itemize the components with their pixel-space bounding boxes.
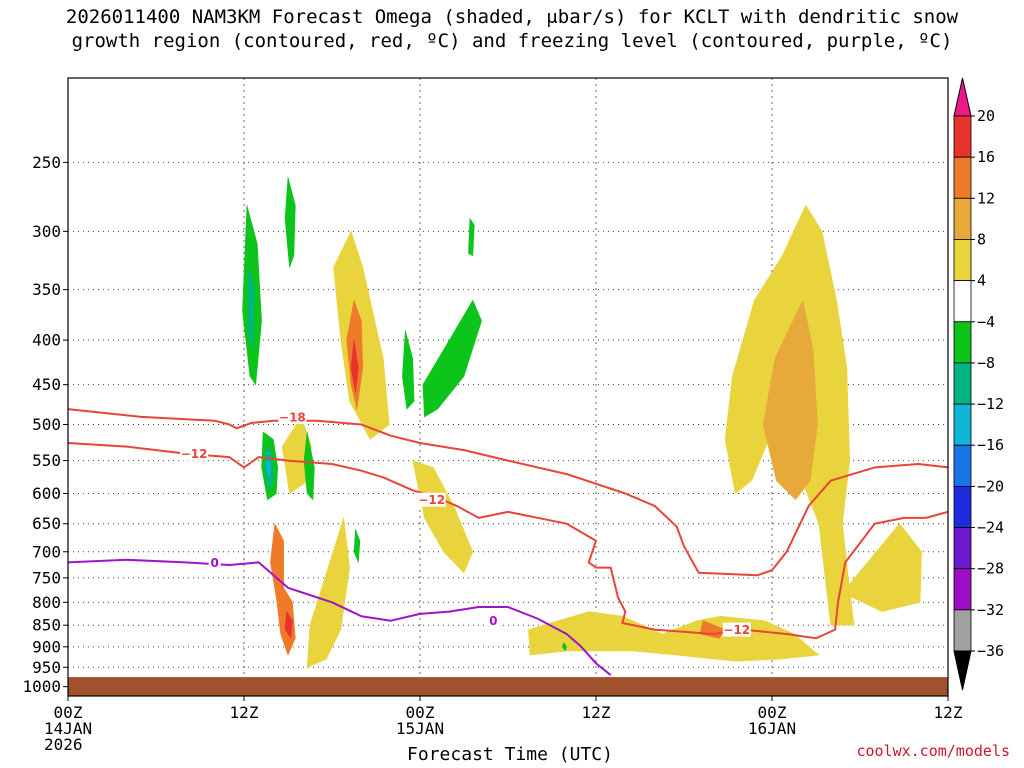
x-tick-label: 00Z <box>54 703 83 722</box>
colorbar-swatch <box>953 362 972 405</box>
omega-region <box>842 523 922 612</box>
y-tick-label: 500 <box>32 415 61 434</box>
colorbar-label: −32 <box>977 601 1004 619</box>
colorbar-label: 20 <box>977 107 995 125</box>
watermark: coolwx.com/models <box>856 742 1010 760</box>
colorbar-label: −12 <box>977 395 1004 413</box>
contour-line <box>68 408 948 577</box>
contour-label-bg <box>180 446 209 461</box>
y-tick-label: 950 <box>32 658 61 677</box>
colorbar-label: 16 <box>977 148 995 166</box>
colorbar-swatch <box>953 444 972 487</box>
contour-label: −12 <box>723 623 750 637</box>
colorbar-label: −20 <box>977 477 1004 495</box>
colorbar-top-arrow <box>953 77 972 117</box>
contour-label: 0 <box>210 556 218 570</box>
colorbar-swatch <box>953 321 972 364</box>
y-tick-label: 750 <box>32 568 61 587</box>
colorbar-label: −4 <box>977 313 995 331</box>
x-tick-label: 12Z <box>230 703 259 722</box>
x-tick-label: 00Z <box>406 703 435 722</box>
y-tick-label: 700 <box>32 542 61 561</box>
x-tick-label: 15JAN <box>396 719 444 738</box>
y-tick-label: 550 <box>32 451 61 470</box>
x-axis-title: Forecast Time (UTC) <box>407 744 613 765</box>
omega-region <box>412 460 474 574</box>
chart-title-line-2: growth region (contoured, red, ºC) and f… <box>71 30 953 52</box>
colorbar-swatch <box>953 527 972 570</box>
colorbar-label: 8 <box>977 230 986 248</box>
y-tick-label: 800 <box>32 593 61 612</box>
omega-region <box>422 299 482 418</box>
x-tick-label: 16JAN <box>748 719 796 738</box>
contour-label-bg <box>487 613 500 628</box>
y-tick-label: 600 <box>32 484 61 503</box>
y-tick-label: 400 <box>32 331 61 350</box>
chart-title-line-1: 2026011400 NAM3KM Forecast Omega (shaded… <box>65 6 959 28</box>
y-tick-label: 350 <box>32 280 61 299</box>
y-tick-label: 850 <box>32 616 61 635</box>
colorbar-bottom-arrow <box>953 650 972 691</box>
colorbar-label: −8 <box>977 354 995 372</box>
y-tick-label: 1000 <box>22 677 61 696</box>
contour-label: −12 <box>181 447 208 461</box>
colorbar-label: 4 <box>977 272 986 290</box>
omega-region <box>350 339 359 394</box>
colorbar: 20 16 12 8 4 −4 −8 −12 −16 −20 −24 −28 −32 −36 <box>953 77 1004 691</box>
omega-region <box>267 460 271 476</box>
omega-region <box>468 218 475 256</box>
omega-region <box>248 267 255 350</box>
y-tick-label: 250 <box>32 153 61 172</box>
y-tick-label: 650 <box>32 514 61 533</box>
plot-frame <box>67 77 949 697</box>
contour-label: −12 <box>418 493 445 507</box>
colorbar-swatch <box>953 485 972 528</box>
contour-label-bg <box>278 409 307 424</box>
colorbar-swatch <box>953 403 972 446</box>
y-tick-label: 450 <box>32 375 61 394</box>
omega-region <box>353 529 361 563</box>
omega-region <box>306 517 350 668</box>
x-tick-label: 14JAN <box>44 719 92 738</box>
omega-region <box>284 176 296 268</box>
temperature-contours: −18 −12 −12 −12 0 0 <box>68 408 948 676</box>
x-tick-label: 12Z <box>934 703 963 722</box>
pressure-axis: 250 300 350 400 450 500 550 600 650 700 750 800 850 9… <box>22 153 68 696</box>
ground-fill <box>68 677 948 696</box>
x-tick-label: 2026 <box>44 735 83 754</box>
contour-label-bg <box>417 492 446 507</box>
colorbar-swatch <box>953 609 972 652</box>
omega-region <box>561 642 568 652</box>
contour-label: 0 <box>489 614 497 628</box>
x-tick-label: 12Z <box>582 703 611 722</box>
colorbar-label: −28 <box>977 560 1004 578</box>
colorbar-label: 12 <box>977 189 995 207</box>
colorbar-label: −36 <box>977 642 1004 660</box>
y-tick-label: 300 <box>32 222 61 241</box>
colorbar-label: −16 <box>977 436 1004 454</box>
contour-label-bg <box>208 555 221 570</box>
omega-region <box>303 431 315 501</box>
x-tick-label: 00Z <box>758 703 787 722</box>
colorbar-swatch <box>953 197 972 240</box>
colorbar-swatch <box>953 239 972 282</box>
contour-line <box>68 442 948 640</box>
contour-label: −18 <box>279 410 306 424</box>
omega-region <box>284 611 293 639</box>
ground <box>68 677 948 696</box>
contour-label-bg <box>722 622 751 637</box>
colorbar-swatch <box>953 156 972 199</box>
colorbar-label: −24 <box>977 519 1004 537</box>
omega-region <box>402 330 415 410</box>
y-tick-label: 900 <box>32 637 61 656</box>
colorbar-swatch <box>953 280 972 323</box>
omega-region <box>762 299 818 501</box>
contour-line <box>68 558 612 676</box>
colorbar-swatch <box>953 115 972 158</box>
colorbar-swatch <box>953 568 972 611</box>
